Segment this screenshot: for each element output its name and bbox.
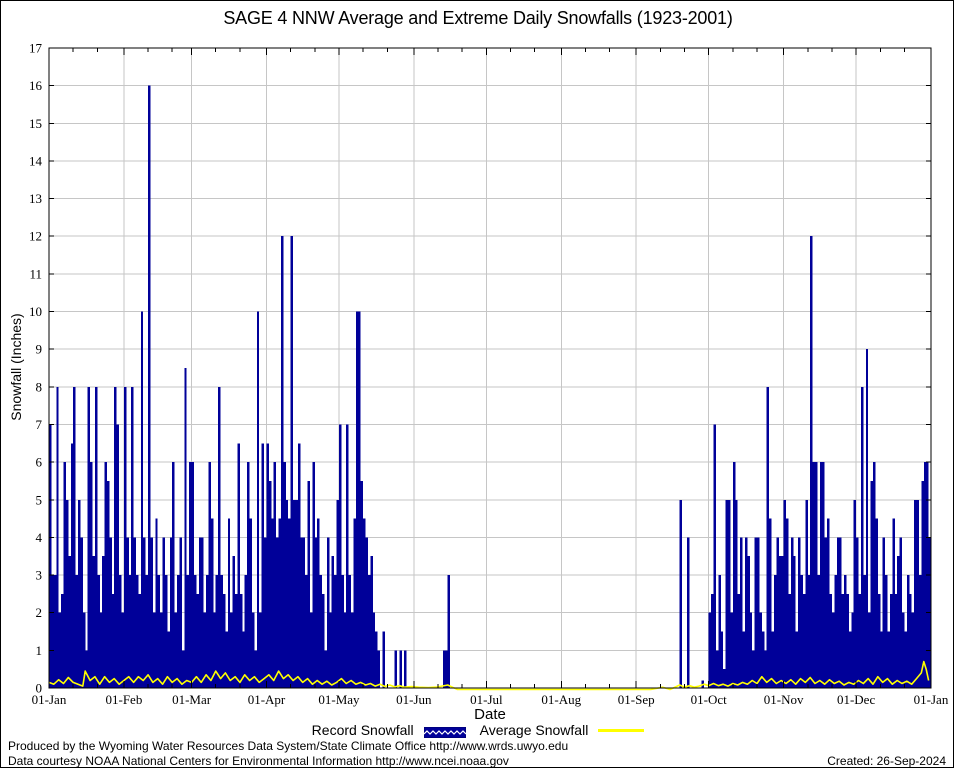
svg-text:5: 5	[36, 492, 43, 507]
svg-text:6: 6	[36, 455, 43, 470]
svg-text:01-Jul: 01-Jul	[470, 692, 503, 707]
svg-text:15: 15	[29, 116, 42, 131]
legend-item-record: Record Snowfall	[311, 722, 467, 738]
svg-text:4: 4	[36, 530, 43, 545]
svg-text:01-Sep: 01-Sep	[618, 692, 655, 707]
svg-text:01-Jan: 01-Jan	[32, 692, 67, 707]
footer-producer-credit: Produced by the Wyoming Water Resources …	[8, 739, 569, 753]
x-axis-title: Date	[474, 706, 506, 723]
svg-text:12: 12	[29, 229, 42, 244]
svg-text:1: 1	[36, 643, 43, 658]
record-snowfall-swatch-icon	[423, 725, 467, 738]
average-snowfall-swatch-icon	[598, 728, 645, 732]
svg-text:11: 11	[29, 266, 42, 281]
footer-data-source-credit: Data courtesy NOAA National Centers for …	[8, 754, 509, 768]
svg-text:01-Apr: 01-Apr	[248, 692, 286, 707]
svg-text:7: 7	[36, 417, 43, 432]
legend: Record Snowfall Average Snowfall	[1, 722, 953, 738]
svg-text:8: 8	[36, 379, 43, 394]
legend-average-label: Average Snowfall	[479, 722, 589, 738]
svg-text:0: 0	[36, 681, 43, 696]
svg-text:01-Aug: 01-Aug	[541, 692, 581, 707]
chart-title: SAGE 4 NNW Average and Extreme Daily Sno…	[223, 8, 733, 28]
footer-created-date: Created: 26-Sep-2024	[827, 754, 946, 768]
svg-text:13: 13	[29, 191, 42, 206]
svg-text:17: 17	[29, 41, 43, 56]
svg-text:01-Jan: 01-Jan	[914, 692, 949, 707]
svg-text:10: 10	[29, 304, 42, 319]
svg-text:14: 14	[29, 153, 43, 168]
svg-text:01-Jun: 01-Jun	[396, 692, 432, 707]
svg-text:01-Dec: 01-Dec	[837, 692, 875, 707]
svg-text:01-Nov: 01-Nov	[764, 692, 804, 707]
svg-text:2: 2	[36, 605, 43, 620]
svg-text:01-Oct: 01-Oct	[691, 692, 727, 707]
svg-text:01-Feb: 01-Feb	[105, 692, 142, 707]
svg-text:3: 3	[36, 568, 43, 583]
legend-item-average: Average Snowfall	[480, 722, 645, 738]
svg-text:01-May: 01-May	[318, 692, 360, 707]
svg-text:01-Mar: 01-Mar	[172, 692, 212, 707]
svg-text:9: 9	[36, 342, 43, 357]
legend-record-label: Record Snowfall	[311, 722, 414, 738]
svg-text:16: 16	[29, 78, 43, 93]
